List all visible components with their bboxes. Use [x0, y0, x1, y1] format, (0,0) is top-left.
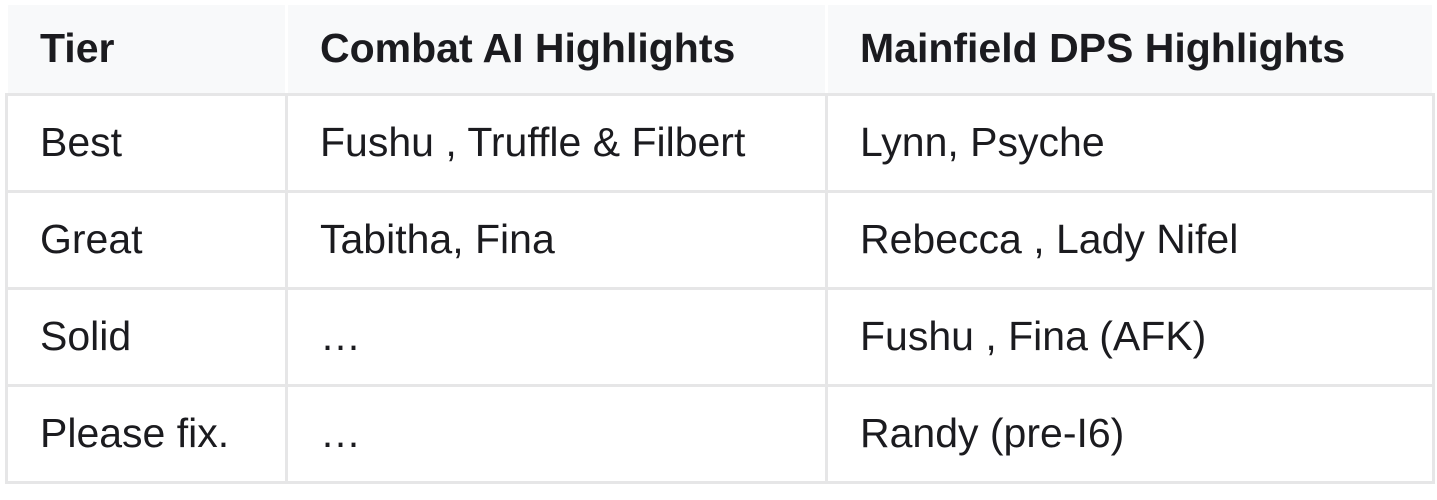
cell-mainfield-dps-best: Lynn, Psyche: [825, 93, 1435, 193]
cell-mainfield-dps-great: Rebecca , Lady Nifel: [825, 190, 1435, 290]
column-header-combat-ai: Combat AI Highlights: [285, 2, 828, 96]
table-body: Best Fushu , Truffle & Filbert Lynn, Psy…: [5, 93, 1435, 484]
column-header-tier: Tier: [5, 2, 288, 96]
cell-combat-ai-best: Fushu , Truffle & Filbert: [285, 93, 828, 193]
table-row: Best Fushu , Truffle & Filbert Lynn, Psy…: [5, 93, 1435, 193]
cell-mainfield-dps-solid: Fushu , Fina (AFK): [825, 287, 1435, 387]
cell-tier-great: Great: [5, 190, 288, 290]
table-header: Tier Combat AI Highlights Mainfield DPS …: [5, 2, 1435, 96]
cell-mainfield-dps-please-fix: Randy (pre-I6): [825, 384, 1435, 484]
cell-combat-ai-great: Tabitha, Fina: [285, 190, 828, 290]
cell-tier-please-fix: Please fix.: [5, 384, 288, 484]
table-row: Please fix. … Randy (pre-I6): [5, 384, 1435, 484]
cell-tier-solid: Solid: [5, 287, 288, 387]
column-header-mainfield-dps: Mainfield DPS Highlights: [825, 2, 1435, 96]
table-row: Solid … Fushu , Fina (AFK): [5, 287, 1435, 387]
cell-combat-ai-please-fix: …: [285, 384, 828, 484]
cell-tier-best: Best: [5, 93, 288, 193]
table-row: Great Tabitha, Fina Rebecca , Lady Nifel: [5, 190, 1435, 290]
header-row: Tier Combat AI Highlights Mainfield DPS …: [5, 2, 1435, 96]
cell-combat-ai-solid: …: [285, 287, 828, 387]
tier-table: Tier Combat AI Highlights Mainfield DPS …: [5, 2, 1435, 484]
